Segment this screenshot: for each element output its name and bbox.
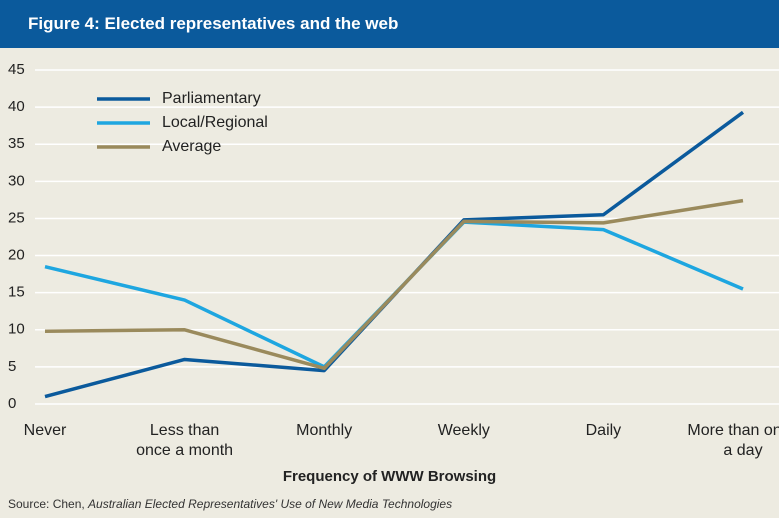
x-tick-label: Monthly: [296, 422, 353, 439]
source-prefix: Source: Chen,: [8, 497, 89, 511]
source: Source: Chen, Australian Elected Represe…: [8, 497, 452, 511]
header-band: [0, 0, 779, 48]
line-series: [44, 110, 745, 399]
x-tick-label: Never: [23, 422, 67, 439]
y-tick-label: 40: [8, 98, 25, 115]
legend-label: Average: [162, 138, 221, 155]
x-tick-label: Daily: [585, 422, 622, 439]
x-tick-label: Weekly: [437, 422, 490, 439]
legend-label: Parliamentary: [162, 90, 261, 107]
y-tick-label: 25: [8, 209, 25, 226]
source-title: Australian Elected Representatives' Use …: [88, 497, 453, 511]
x-tick-label: More than once a day: [687, 422, 779, 459]
y-tick-label: 35: [8, 135, 25, 152]
y-tick-label: 45: [8, 61, 25, 78]
x-axis-label: Frequency of WWW Browsing: [282, 468, 497, 485]
x-tick-label: Less than once a month: [136, 422, 234, 459]
chart-title: Figure 4: Elected representatives and th…: [28, 14, 399, 33]
y-tick-label: 30: [8, 172, 25, 189]
y-tick-label: 20: [8, 247, 25, 264]
y-tick-label: 10: [8, 321, 25, 338]
y-tick-label: 15: [8, 284, 25, 301]
y-tick-label: 0: [8, 395, 16, 412]
y-tick-label: 5: [8, 358, 16, 375]
line-series: [44, 198, 744, 371]
legend-label: Local/Regional: [162, 114, 268, 131]
